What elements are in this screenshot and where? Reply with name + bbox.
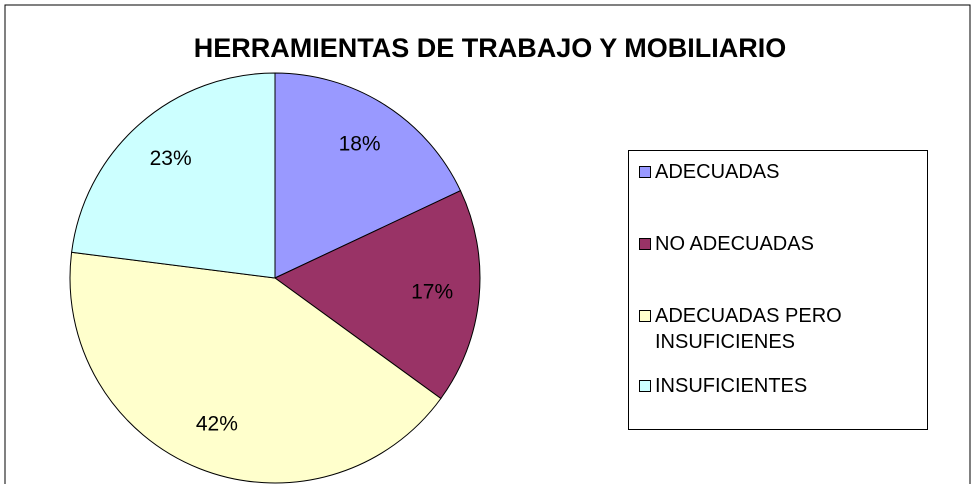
legend-label: ADECUADAS	[655, 161, 780, 183]
data-label: 18%	[339, 132, 381, 155]
data-label: 42%	[196, 412, 238, 435]
legend-swatch	[639, 166, 651, 178]
pie-slice	[274, 72, 462, 279]
pie-slice	[69, 251, 442, 484]
legend-item: INSUFICIENTES	[639, 373, 895, 399]
legend-label: ADECUADAS PERO INSUFICIENES	[655, 305, 842, 353]
legend-swatch	[639, 310, 651, 322]
frame	[4, 4, 971, 484]
legend: ADECUADAS NO ADECUADAS ADECUADAS PERO INSU…	[628, 150, 928, 430]
pie-slice	[71, 72, 276, 279]
chart-title: HERRAMIENTAS DE TRABAJO Y MOBILIARIO	[194, 33, 787, 63]
legend-swatch	[639, 380, 651, 392]
legend-label: NO ADECUADAS	[655, 233, 814, 255]
legend-item: ADECUADAS PERO INSUFICIENES	[639, 303, 895, 355]
legend-label: INSUFICIENTES	[655, 375, 808, 397]
data-label: 23%	[150, 147, 192, 170]
legend-item: NO ADECUADAS	[639, 231, 895, 257]
data-label: 17%	[411, 280, 453, 303]
pie-slice	[274, 190, 481, 400]
legend-item: ADECUADAS	[639, 159, 895, 185]
legend-swatch	[639, 238, 651, 250]
